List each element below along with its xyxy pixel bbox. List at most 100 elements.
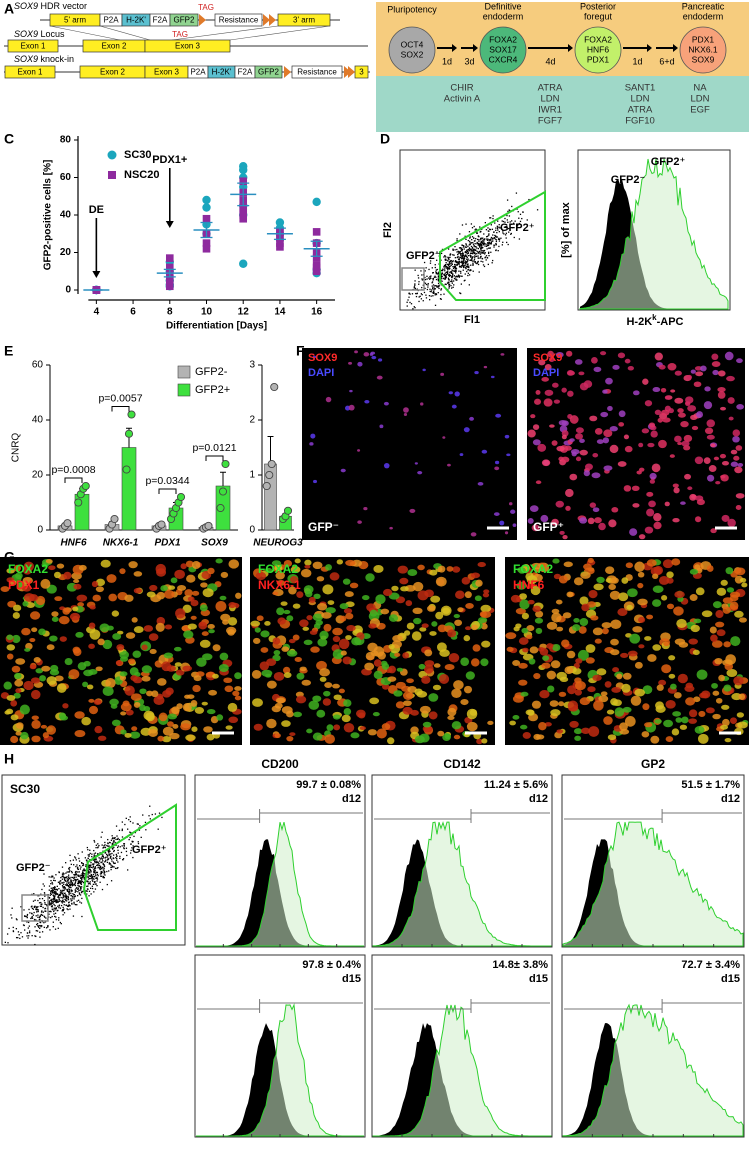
- cell-nucleus: [88, 644, 95, 649]
- cell-nucleus: [350, 732, 359, 738]
- event-dot: [94, 861, 95, 862]
- event-dot: [508, 244, 509, 245]
- gate-label: GFP2⁻: [16, 862, 51, 874]
- event-dot: [495, 227, 496, 228]
- cell-nucleus: [388, 666, 396, 674]
- cell-nucleus: [678, 674, 688, 684]
- event-dot: [492, 234, 493, 235]
- event-dot: [61, 905, 62, 906]
- event-dot: [49, 902, 50, 903]
- event-dot: [438, 285, 439, 286]
- cell-nucleus: [380, 609, 389, 615]
- event-dot: [456, 251, 457, 252]
- event-dot: [34, 944, 35, 945]
- cell-nucleus: [112, 720, 121, 726]
- cell-nucleus: [63, 572, 71, 580]
- event-dot: [124, 848, 125, 849]
- cell-nucleus: [424, 664, 434, 673]
- cell-nucleus: [333, 636, 340, 642]
- cell-nucleus: [572, 624, 580, 631]
- cell-nucleus: [130, 667, 139, 676]
- event-dot: [113, 857, 114, 858]
- cell-nucleus: [680, 421, 688, 427]
- cell-nucleus: [357, 362, 362, 367]
- arrow-head: [166, 221, 174, 228]
- event-dot: [95, 873, 96, 874]
- event-dot: [81, 877, 82, 878]
- event-dot: [480, 261, 481, 262]
- data-point: [239, 215, 247, 223]
- cell-nucleus: [354, 350, 358, 353]
- cell-nucleus: [54, 572, 61, 578]
- event-dot: [450, 285, 451, 286]
- event-dot: [418, 277, 419, 278]
- cell-nucleus: [32, 715, 39, 720]
- cell-nucleus: [629, 528, 637, 536]
- cell-nucleus: [610, 591, 620, 600]
- event-dot: [474, 249, 475, 250]
- cell-nucleus: [457, 607, 463, 612]
- cell-nucleus: [462, 577, 471, 585]
- event-dot: [467, 257, 468, 258]
- event-dot: [33, 901, 34, 902]
- cell-nucleus: [424, 649, 432, 656]
- cell-nucleus: [665, 396, 670, 400]
- event-dot: [51, 890, 52, 891]
- y-tick-label: 2: [249, 415, 255, 426]
- event-dot: [103, 869, 104, 870]
- cell-nucleus: [707, 475, 714, 482]
- event-dot: [126, 851, 127, 852]
- cell-nucleus: [62, 608, 70, 615]
- homology-line: [230, 26, 330, 40]
- cell-nucleus: [495, 461, 499, 464]
- event-dot: [478, 257, 479, 258]
- cell-nucleus: [653, 586, 664, 593]
- event-dot: [443, 278, 444, 279]
- cell-nucleus: [343, 578, 351, 584]
- cell-nucleus: [176, 703, 182, 709]
- cell-nucleus: [714, 457, 719, 461]
- cell-nucleus: [306, 615, 312, 620]
- event-dot: [83, 876, 84, 877]
- cell-nucleus: [194, 675, 202, 681]
- event-dot: [70, 860, 71, 861]
- event-dot: [93, 864, 94, 865]
- cell-nucleus: [296, 696, 306, 704]
- event-dot: [488, 264, 489, 265]
- event-dot: [482, 243, 483, 244]
- event-dot: [92, 878, 93, 879]
- cell-nucleus: [678, 413, 686, 418]
- step-duration: 6+d: [659, 56, 674, 66]
- cell-nucleus: [627, 588, 638, 597]
- event-dot: [457, 264, 458, 265]
- event-dot: [471, 239, 472, 240]
- cell-nucleus: [736, 445, 743, 451]
- cell-nucleus: [700, 366, 707, 372]
- event-dot: [463, 262, 464, 263]
- event-dot: [476, 253, 477, 254]
- cell-nucleus: [567, 391, 574, 397]
- cell-nucleus: [334, 694, 342, 700]
- cell-nucleus: [383, 589, 392, 596]
- cell-nucleus: [584, 470, 590, 476]
- cell-nucleus: [573, 618, 579, 623]
- event-dot: [456, 238, 457, 239]
- event-dot: [56, 893, 57, 894]
- event-dot: [481, 241, 482, 242]
- cell-nucleus: [592, 453, 598, 458]
- cell-nucleus: [685, 402, 690, 406]
- event-dot: [117, 861, 118, 862]
- event-dot: [53, 922, 54, 923]
- event-dot: [447, 267, 448, 268]
- day-label: d15: [721, 973, 740, 985]
- event-dot: [44, 916, 45, 917]
- event-dot: [117, 847, 118, 848]
- segment-label: 5' arm: [64, 16, 86, 25]
- event-dot: [87, 881, 88, 882]
- cell-nucleus: [661, 664, 671, 673]
- event-dot: [496, 241, 497, 242]
- cell-nucleus: [628, 366, 634, 371]
- event-dot: [78, 888, 79, 889]
- cell-nucleus: [568, 701, 578, 711]
- event-dot: [467, 251, 468, 252]
